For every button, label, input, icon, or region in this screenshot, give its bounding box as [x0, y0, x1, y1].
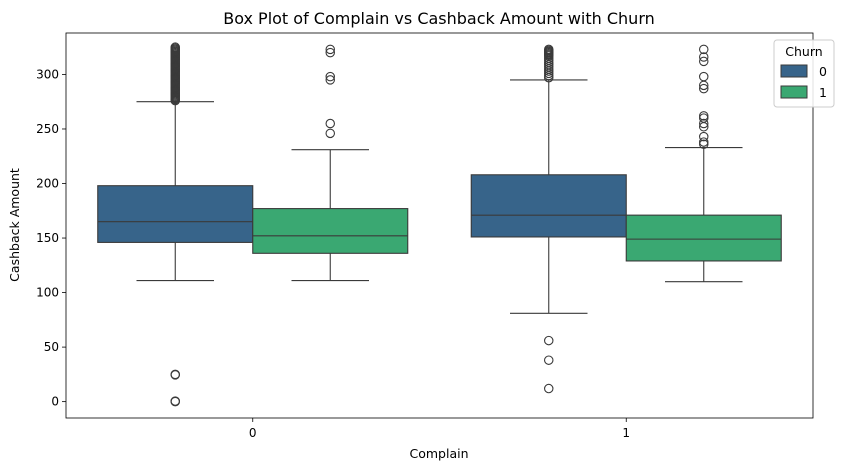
y-tick-label: 50	[44, 340, 59, 354]
outlier-point	[698, 44, 709, 55]
outlier-point	[698, 118, 709, 129]
axes: 0 50 100 150 200 250 300 0 1	[36, 67, 630, 440]
plot-area	[97, 42, 782, 407]
outlier-point	[698, 83, 709, 94]
box-series-1-complain-1	[625, 214, 782, 262]
legend-swatch-1	[780, 85, 808, 99]
outlier-point	[698, 111, 709, 121]
y-tick-label: 0	[51, 395, 59, 409]
box-series-0-complain-1	[470, 174, 627, 238]
box-series-1-complain-0	[252, 208, 409, 254]
box-series-0-complain-0	[97, 185, 254, 243]
y-tick-label: 250	[36, 122, 59, 136]
legend-title: Churn	[785, 44, 822, 59]
y-axis-label: Cashback Amount	[7, 168, 22, 282]
outlier-point	[543, 355, 554, 365]
outlier-point	[543, 383, 554, 394]
outlier-point	[325, 128, 335, 139]
outlier-point	[698, 56, 709, 67]
outlier-point	[325, 47, 335, 58]
outlier-point	[325, 118, 335, 129]
outlier-point	[698, 71, 709, 82]
legend-label-0: 0	[819, 64, 827, 79]
outlier-point	[698, 52, 709, 62]
outlier-point	[170, 42, 181, 52]
outlier-point	[325, 44, 335, 55]
x-tick-label: 0	[249, 426, 257, 440]
legend: Churn 0 1	[773, 39, 835, 108]
legend-swatch-0	[780, 64, 808, 78]
y-tick-label: 200	[36, 177, 59, 191]
y-tick-label: 150	[36, 231, 59, 245]
chart-title: Box Plot of Complain vs Cashback Amount …	[223, 9, 655, 28]
y-tick-label: 100	[36, 286, 59, 300]
x-tick-label: 1	[622, 426, 630, 440]
plot-frame	[65, 32, 814, 419]
outlier-point	[325, 75, 335, 85]
x-axis-label: Complain	[409, 446, 468, 461]
outlier-point	[543, 44, 554, 55]
outlier-point	[170, 396, 181, 406]
outlier-point	[698, 131, 709, 142]
outlier-point	[698, 137, 709, 147]
outlier-point	[170, 369, 181, 380]
legend-label-1: 1	[819, 85, 827, 100]
outlier-point	[325, 71, 335, 82]
outlier-point	[543, 335, 554, 346]
y-tick-label: 300	[36, 67, 59, 81]
